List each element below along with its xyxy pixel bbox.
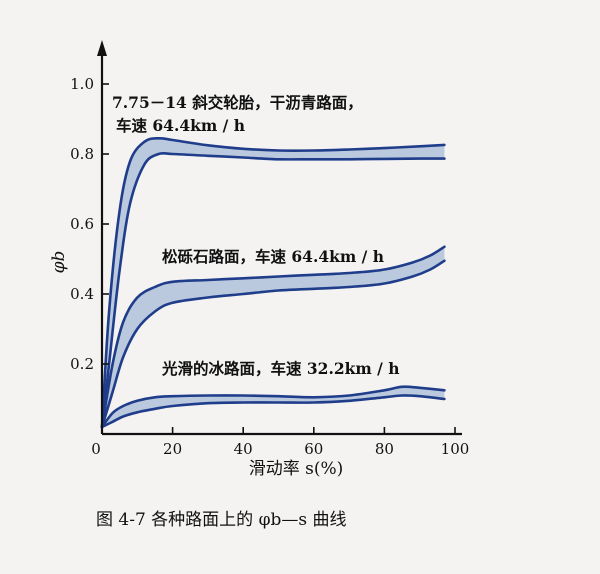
y-tick-label: 1.0 xyxy=(70,75,94,93)
y-axis-arrow-icon xyxy=(97,40,107,56)
y-tick-label: 0.4 xyxy=(70,285,94,303)
x-tick-label: 20 xyxy=(163,440,182,458)
band-lower-curve-2 xyxy=(100,394,446,429)
x-tick-label: 100 xyxy=(441,440,470,458)
band-fill-0 xyxy=(102,138,445,427)
x-tick-label: 0 xyxy=(91,440,101,458)
y-tick-group: 0.2 0.4 0.6 0.8 1.0 xyxy=(70,75,109,373)
x-tick-label: 60 xyxy=(304,440,323,458)
x-tick-label: 40 xyxy=(234,440,253,458)
x-axis-label: 滑动率 s(%) xyxy=(249,459,344,479)
y-axis-label: φb xyxy=(49,251,69,274)
band-fill-1 xyxy=(102,246,445,427)
band-lower-curve-1 xyxy=(100,259,446,429)
annotation-loose-gravel: 松砾石路面，车速 64.4km / h xyxy=(162,247,384,266)
annotation-dry-asphalt-line2: 车速 64.4km / h xyxy=(116,116,245,135)
x-tick-group: 0 20 40 60 80 100 xyxy=(91,427,469,458)
band-lower-curve-0 xyxy=(100,151,446,429)
annotation-smooth-ice: 光滑的冰路面，车速 32.2km / h xyxy=(161,359,400,378)
y-tick-label: 0.6 xyxy=(70,215,94,233)
band-fill-2 xyxy=(102,386,445,427)
figure-caption: 图 4-7 各种路面上的 φb—s 曲线 xyxy=(96,510,347,530)
band-group xyxy=(100,136,446,429)
x-tick-label: 80 xyxy=(375,440,394,458)
y-tick-label: 0.2 xyxy=(70,355,94,373)
band-upper-curve-0 xyxy=(100,136,446,429)
y-tick-label: 0.8 xyxy=(70,145,94,163)
band-upper-curve-2 xyxy=(100,385,446,429)
band-upper-curve-1 xyxy=(100,245,446,429)
annotation-dry-asphalt-line1: 7.75－14 斜交轮胎，干沥青路面， xyxy=(112,93,363,112)
